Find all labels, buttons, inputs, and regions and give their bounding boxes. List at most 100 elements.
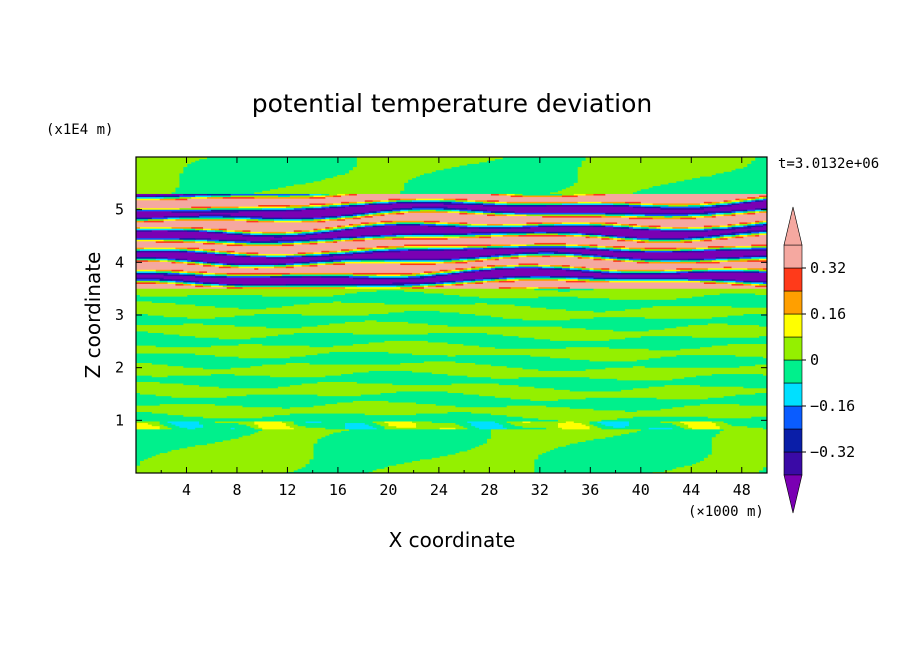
contour-cell bbox=[136, 299, 767, 302]
contour-cell bbox=[412, 205, 449, 209]
contour-cell bbox=[585, 397, 658, 400]
contour-cell bbox=[214, 231, 224, 234]
contour-cell bbox=[636, 240, 646, 243]
contour-cell bbox=[301, 326, 563, 329]
contour-cell bbox=[136, 322, 184, 326]
contour-cell bbox=[628, 224, 634, 228]
contour-cell bbox=[187, 281, 196, 284]
contour-cell bbox=[621, 237, 626, 240]
contour-cell bbox=[561, 264, 571, 267]
contour-cell bbox=[416, 412, 492, 416]
x-axis-unit: (×1000 m) bbox=[688, 504, 764, 520]
contour-cell bbox=[455, 281, 464, 284]
contour-cell bbox=[364, 224, 374, 228]
contour-cell bbox=[136, 329, 614, 332]
contour-cell bbox=[214, 441, 319, 444]
contour-cell bbox=[486, 441, 579, 444]
contour-cell bbox=[554, 267, 563, 270]
contour-cell bbox=[274, 264, 287, 267]
contour-cell bbox=[743, 313, 767, 316]
contour-cell bbox=[727, 199, 733, 202]
contour-cell bbox=[581, 251, 767, 254]
contour-cell bbox=[534, 465, 685, 468]
contour-cell bbox=[435, 403, 701, 406]
x-tick-label: 20 bbox=[379, 481, 397, 499]
contour-cell bbox=[195, 239, 208, 242]
contour-cell bbox=[171, 422, 200, 425]
contour-cell bbox=[262, 427, 295, 430]
colorbar-tick-label: 0.16 bbox=[810, 305, 846, 323]
contour-cell bbox=[136, 210, 173, 213]
contour-cell bbox=[333, 261, 346, 264]
contour-cell bbox=[554, 447, 713, 450]
contour-cell bbox=[554, 251, 571, 254]
contour-cell bbox=[569, 389, 622, 392]
contour-cell bbox=[301, 313, 370, 316]
contour-cell bbox=[396, 234, 445, 237]
contour-cell bbox=[305, 463, 397, 466]
contour-cell bbox=[577, 194, 760, 198]
contour-cell bbox=[692, 237, 701, 240]
contour-cell bbox=[538, 250, 559, 253]
contour-cell bbox=[479, 394, 737, 397]
contour-cell bbox=[372, 223, 378, 226]
contour-cell bbox=[640, 239, 650, 242]
contour-cell bbox=[136, 288, 535, 291]
contour-cell bbox=[136, 381, 161, 384]
contour-cell bbox=[250, 254, 267, 258]
contour-cell bbox=[214, 273, 228, 277]
contour-cell bbox=[400, 209, 409, 212]
contour-cell bbox=[325, 262, 334, 266]
contour-cell bbox=[439, 258, 453, 261]
contour-cell bbox=[360, 248, 370, 251]
contour-cell bbox=[348, 237, 354, 240]
contour-cell bbox=[585, 327, 666, 330]
contour-cell bbox=[577, 278, 591, 281]
contour-cell bbox=[625, 256, 634, 259]
contour-cell bbox=[419, 283, 429, 286]
contour-cell bbox=[755, 234, 760, 237]
contour-cell bbox=[605, 234, 614, 237]
contour-cell bbox=[455, 272, 460, 275]
contour-cell bbox=[530, 420, 567, 424]
contour-cell bbox=[285, 264, 295, 267]
contour-cell bbox=[195, 283, 204, 286]
contour-cell bbox=[305, 425, 346, 428]
contour-cell bbox=[139, 250, 180, 253]
contour-cell bbox=[550, 449, 713, 452]
contour-cell bbox=[329, 351, 389, 354]
contour-cell bbox=[348, 428, 492, 431]
contour-cell bbox=[589, 254, 595, 258]
contour-cell bbox=[408, 248, 445, 251]
contour-cell bbox=[672, 422, 685, 425]
contour-cell bbox=[731, 201, 737, 204]
contour-cell bbox=[293, 231, 303, 234]
contour-cell bbox=[439, 310, 595, 313]
contour-cell bbox=[601, 254, 606, 258]
contour-cell bbox=[136, 379, 767, 382]
contour-cell bbox=[199, 420, 216, 424]
contour-cell bbox=[546, 231, 571, 234]
contour-cell bbox=[325, 194, 334, 198]
contour-cell bbox=[348, 248, 354, 251]
contour-cell bbox=[384, 466, 535, 469]
contour-cell bbox=[727, 281, 737, 284]
contour-cell bbox=[136, 338, 551, 341]
contour-cell bbox=[526, 243, 567, 247]
contour-cell bbox=[538, 417, 618, 420]
contour-cell bbox=[755, 224, 764, 228]
contour-cell bbox=[542, 221, 563, 224]
contour-cell bbox=[688, 425, 721, 428]
contour-cell bbox=[723, 171, 767, 174]
contour-cell bbox=[739, 198, 748, 201]
contour-cell bbox=[759, 232, 767, 236]
contour-cell bbox=[333, 300, 342, 303]
contour-cell bbox=[755, 284, 767, 288]
contour-cell bbox=[589, 236, 599, 239]
contour-cell bbox=[187, 294, 263, 297]
contour-cell bbox=[195, 251, 204, 254]
contour-cell bbox=[412, 232, 468, 236]
contour-cell bbox=[136, 204, 259, 207]
contour-cell bbox=[688, 270, 705, 273]
contour-cell bbox=[136, 367, 204, 370]
